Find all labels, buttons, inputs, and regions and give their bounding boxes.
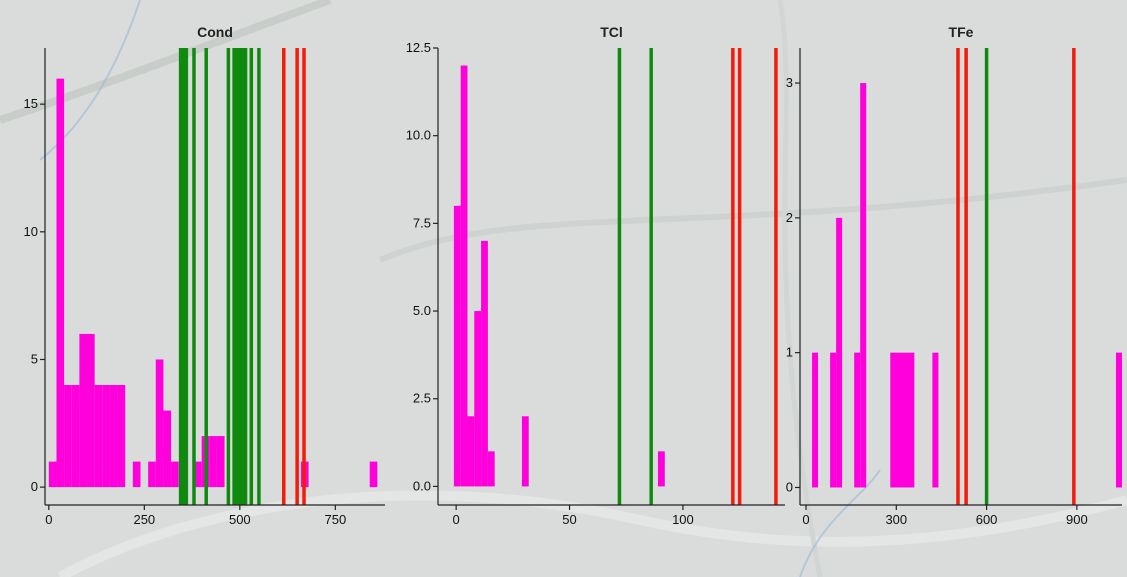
histogram-bar: [854, 353, 860, 488]
x-tick-label: 100: [672, 512, 694, 527]
histogram-bar: [481, 241, 488, 487]
x-tick-label: 250: [133, 512, 155, 527]
histogram-bar: [454, 206, 461, 487]
histogram-bar: [217, 436, 225, 487]
histogram-bar: [171, 462, 179, 488]
histogram-bar: [102, 385, 110, 487]
y-tick-label: 2.5: [413, 391, 431, 406]
histogram-bar: [118, 385, 126, 487]
histogram-bar: [163, 411, 171, 488]
histogram-bar: [461, 66, 468, 487]
histogram-bar: [110, 385, 118, 487]
chart-title: TCl: [600, 24, 623, 40]
y-tick-label: 1: [786, 345, 793, 360]
histogram-bar: [932, 353, 938, 488]
histogram-bar: [72, 385, 80, 487]
x-tick-label: 50: [562, 512, 576, 527]
histogram-bar: [474, 311, 481, 486]
x-tick-label: 0: [802, 512, 809, 527]
x-tick-label: 750: [324, 512, 346, 527]
x-tick-label: 0: [45, 512, 52, 527]
histogram-bar: [860, 83, 866, 487]
y-tick-label: 12.5: [406, 40, 431, 55]
y-tick-label: 10: [24, 224, 38, 239]
x-tick-label: 0: [453, 512, 460, 527]
histogram-bar: [87, 334, 95, 487]
histogram-bar: [812, 353, 818, 488]
y-tick-label: 3: [786, 75, 793, 90]
histogram-bar: [522, 416, 529, 486]
y-tick-label: 15: [24, 96, 38, 111]
y-tick-label: 10.0: [406, 128, 431, 143]
histogram-bar: [488, 451, 495, 486]
y-tick-label: 5.0: [413, 303, 431, 318]
histogram-bar: [56, 79, 64, 487]
histogram-bar: [156, 359, 164, 487]
histogram-bar: [209, 436, 217, 487]
x-tick-label: 900: [1066, 512, 1088, 527]
histogram-bar: [79, 334, 87, 487]
y-tick-label: 0: [31, 479, 38, 494]
histogram-bar: [64, 385, 72, 487]
chart-panel-tfe: 0 300 600 900 0 1 2 3 TFe: [786, 24, 1122, 527]
chart-panel-cond: 0 250 500 750 0 5 10 15 Cond: [24, 24, 385, 527]
histogram-bar: [1116, 353, 1122, 488]
y-tick-label: 7.5: [413, 215, 431, 230]
y-tick-label: 0.0: [413, 478, 431, 493]
x-tick-label: 300: [885, 512, 907, 527]
y-tick-label: 2: [786, 210, 793, 225]
histogram-bar: [370, 462, 378, 488]
histogram-bar: [467, 416, 474, 486]
chart-title: Cond: [197, 24, 233, 40]
chart-panel-tcl: 0 50 100 0.0 2.5 5.0 7.5 10.0 12.5 TCl: [406, 24, 785, 527]
histogram-bar: [890, 353, 914, 488]
histogram-bar: [95, 385, 103, 487]
histogram-bar: [133, 462, 141, 488]
x-tick-label: 600: [976, 512, 998, 527]
x-tick-label: 500: [229, 512, 251, 527]
y-tick-label: 0: [786, 479, 793, 494]
histogram-bar: [49, 462, 57, 488]
y-tick-label: 5: [31, 351, 38, 366]
chart-title: TFe: [949, 24, 974, 40]
histogram-bar: [658, 451, 665, 486]
histogram-bar: [148, 462, 156, 488]
histogram-bar: [836, 218, 842, 488]
histogram-bar: [830, 353, 836, 488]
